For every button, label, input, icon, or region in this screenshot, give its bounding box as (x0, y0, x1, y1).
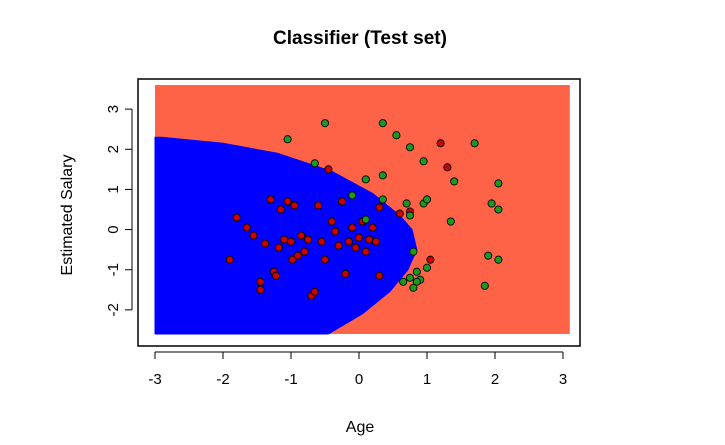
data-point-class-0 (341, 269, 350, 278)
decision-regions (154, 85, 570, 335)
data-point-class-1 (378, 195, 387, 204)
data-point-class-1 (399, 277, 408, 286)
data-point-class-0 (371, 237, 381, 246)
data-point-class-0 (443, 163, 452, 172)
data-point-class-1 (348, 191, 357, 200)
data-point-class-1 (378, 119, 387, 128)
data-point-class-0 (375, 271, 384, 280)
data-point-class-0 (375, 203, 384, 212)
y-axis: -2 -1 0 1 2 3 (105, 105, 133, 317)
y-tick-label: 1 (105, 185, 122, 193)
data-point-class-1 (412, 277, 421, 286)
data-point-class-0 (365, 235, 374, 244)
data-point-class-0 (300, 247, 309, 256)
data-point-class-0 (266, 195, 275, 204)
data-point-class-1 (494, 205, 503, 214)
x-axis: -3 -2 -1 0 1 2 3 (148, 351, 567, 388)
data-point-class-0 (283, 197, 292, 206)
data-point-class-1 (422, 195, 432, 204)
y-tick-label: 3 (105, 105, 122, 113)
plot-frame (137, 78, 581, 347)
data-point-class-1 (494, 255, 503, 264)
data-point-class-1 (419, 157, 428, 166)
data-point-class-0 (242, 223, 251, 232)
data-point-class-0 (348, 223, 357, 232)
data-point-class-0 (327, 217, 336, 226)
x-tick-label: -1 (284, 371, 297, 388)
x-tick-label: -3 (148, 371, 161, 388)
data-point-class-0 (331, 227, 340, 236)
data-point-class-1 (392, 131, 401, 140)
y-tick-label: -1 (105, 263, 122, 276)
data-point-class-0 (426, 255, 435, 264)
data-point-class-0 (317, 237, 326, 246)
data-point-class-1 (480, 281, 489, 290)
data-point-class-0 (310, 287, 319, 296)
data-point-class-0 (314, 201, 323, 210)
data-point-class-0 (232, 213, 241, 222)
data-point-class-0 (368, 223, 377, 232)
data-point-class-0 (261, 239, 270, 248)
x-axis-label: Age (346, 419, 375, 436)
data-point-class-0 (337, 197, 347, 206)
data-point-class-1 (405, 143, 415, 152)
data-point-class-0 (344, 237, 353, 246)
data-point-class-0 (293, 251, 302, 260)
y-tick-label: -2 (105, 303, 122, 316)
data-point-class-0 (303, 235, 313, 244)
data-point-class-0 (297, 231, 306, 240)
data-point-class-0 (320, 255, 330, 264)
data-point-class-1 (487, 199, 496, 208)
data-point-class-0 (361, 247, 370, 256)
data-point-class-0 (290, 201, 299, 210)
data-point-class-0 (334, 241, 343, 250)
data-point-class-1 (361, 215, 370, 224)
data-point-class-0 (436, 139, 445, 148)
data-point-class-0 (249, 231, 258, 240)
y-axis-label: Estimated Salary (59, 155, 76, 276)
data-point-class-0 (256, 277, 265, 286)
data-point-class-1 (283, 135, 292, 144)
data-point-class-1 (405, 273, 415, 282)
data-point-class-1 (494, 179, 503, 188)
data-point-class-0 (274, 243, 283, 252)
data-point-class-1 (446, 217, 455, 226)
data-point-class-1 (484, 251, 493, 260)
data-point-class-0 (225, 255, 234, 264)
data-point-class-0 (288, 255, 297, 264)
y-tick-label: 0 (105, 225, 122, 233)
data-point-class-1 (409, 247, 418, 256)
data-point-class-0 (286, 237, 296, 246)
data-point-class-1 (378, 171, 387, 180)
x-tick-label: 0 (355, 371, 363, 388)
data-point-class-0 (354, 233, 364, 242)
x-tick-label: 1 (423, 371, 431, 388)
data-point-class-1 (412, 267, 421, 276)
data-point-class-1 (470, 139, 479, 148)
data-point-class-1 (450, 177, 459, 186)
data-point-class-1 (409, 283, 418, 292)
data-points (225, 119, 503, 300)
data-point-class-1 (422, 263, 432, 272)
x-tick-label: -2 (216, 371, 229, 388)
data-point-class-0 (271, 271, 281, 280)
data-point-class-1 (402, 199, 411, 208)
data-point-class-0 (256, 285, 265, 294)
data-point-class-0 (351, 243, 360, 252)
data-point-class-0 (280, 235, 289, 244)
data-point-class-1 (320, 119, 330, 128)
data-point-class-1 (361, 175, 370, 184)
x-tick-label: 3 (559, 371, 567, 388)
data-point-class-0 (324, 165, 333, 174)
x-tick-label: 2 (491, 371, 499, 388)
data-point-class-1 (310, 159, 319, 168)
data-point-class-1 (405, 211, 415, 220)
chart-title: Classifier (Test set) (273, 28, 447, 49)
data-point-class-0 (395, 209, 404, 218)
y-tick-label: 2 (105, 145, 122, 153)
data-point-class-0 (276, 205, 285, 214)
